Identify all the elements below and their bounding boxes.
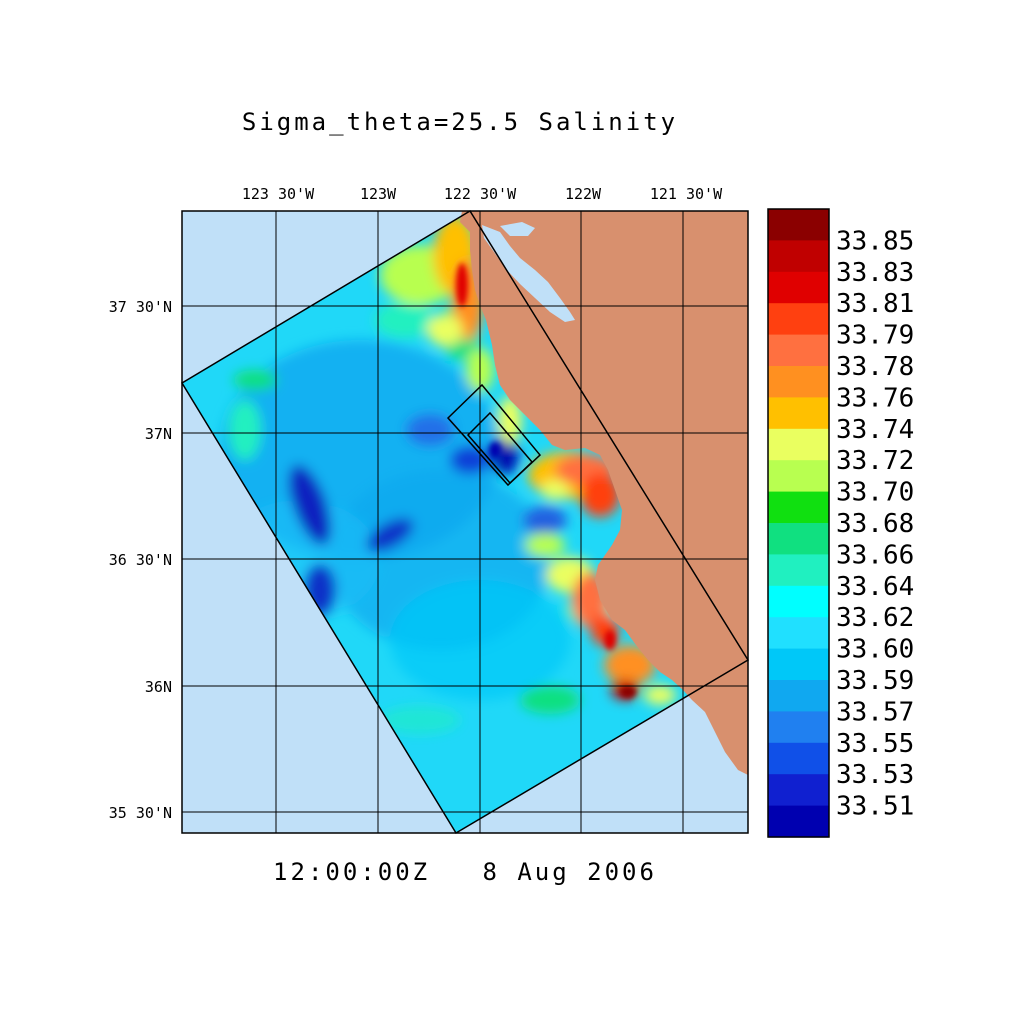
graticule [182, 211, 748, 833]
lon-label: 123 30'W [242, 185, 315, 203]
colorbar-frame [767, 208, 830, 838]
colorbar-label: 33.60 [836, 635, 914, 665]
colorbar-label: 33.72 [836, 446, 914, 476]
colorbar-swatch [768, 271, 829, 304]
colorbar-label: 33.83 [836, 258, 914, 288]
colorbar-swatch [768, 303, 829, 336]
colorbar-label: 33.66 [836, 540, 914, 570]
colorbar-swatch [768, 209, 829, 241]
lon-label: 121 30'W [650, 185, 723, 203]
colorbar-swatch [768, 554, 829, 587]
chart-title: Sigma_theta=25.5 Salinity [241, 108, 679, 136]
colorbar-label: 33.85 [836, 226, 914, 256]
colorbar-label: 33.76 [836, 383, 914, 413]
lat-label: 37 30'N [109, 298, 172, 316]
lon-label: 122W [565, 185, 602, 203]
colorbar-swatch [768, 366, 829, 398]
lat-label: 36 30'N [109, 551, 172, 569]
colorbar-swatch [768, 334, 829, 367]
colorbar-label: 33.70 [836, 478, 914, 508]
colorbar-label: 33.64 [836, 572, 914, 602]
colorbar-label: 33.51 [836, 792, 914, 822]
lon-label: 122 30'W [444, 185, 517, 203]
colorbar-label: 33.68 [836, 509, 914, 539]
plot-frame [181, 210, 749, 834]
timestamp: 12:00:00Z 8 Aug 2006 [273, 858, 657, 886]
lat-label: 35 30'N [109, 804, 172, 822]
lat-label: 37N [145, 425, 172, 443]
colorbar-swatch [768, 460, 829, 493]
colorbar-label: 33.81 [836, 289, 914, 319]
colorbar-swatch [768, 585, 829, 618]
colorbar-swatch [768, 805, 829, 838]
lon-label: 123W [360, 185, 397, 203]
colorbar-label: 33.57 [836, 697, 914, 727]
colorbar-label: 33.55 [836, 729, 914, 759]
longitude-tick-labels: 123 30'W 123W 122 30'W 122W 121 30'W [242, 185, 723, 203]
colorbar-label: 33.79 [836, 321, 914, 351]
colorbar-swatch [768, 680, 829, 712]
colorbar-label: 33.53 [836, 760, 914, 790]
colorbar-label: 33.78 [836, 352, 914, 382]
colorbar-label: 33.62 [836, 603, 914, 633]
colorbar-swatch [768, 240, 829, 273]
colorbar-swatch [768, 711, 829, 744]
land [460, 211, 748, 775]
colorbar-swatch [768, 397, 829, 430]
lat-label: 36N [145, 678, 172, 696]
colorbar-swatch [768, 428, 829, 461]
colorbar-swatch [768, 742, 829, 775]
colorbar-swatch [768, 491, 829, 524]
latitude-tick-labels: 37 30'N 37N 36 30'N 36N 35 30'N [109, 298, 172, 822]
nested-domain-small [466, 411, 534, 485]
colorbar-swatch [768, 523, 829, 555]
colorbar-swatch [768, 774, 829, 807]
colorbar: 33.8533.8333.8133.7933.7833.7633.7433.72… [767, 208, 914, 838]
colorbar-label: 33.74 [836, 415, 914, 445]
nested-domain-large [446, 383, 542, 487]
colorbar-swatch [768, 648, 829, 681]
colorbar-swatch [768, 617, 829, 650]
colorbar-label: 33.59 [836, 666, 914, 696]
map-plot-area [180, 209, 750, 835]
